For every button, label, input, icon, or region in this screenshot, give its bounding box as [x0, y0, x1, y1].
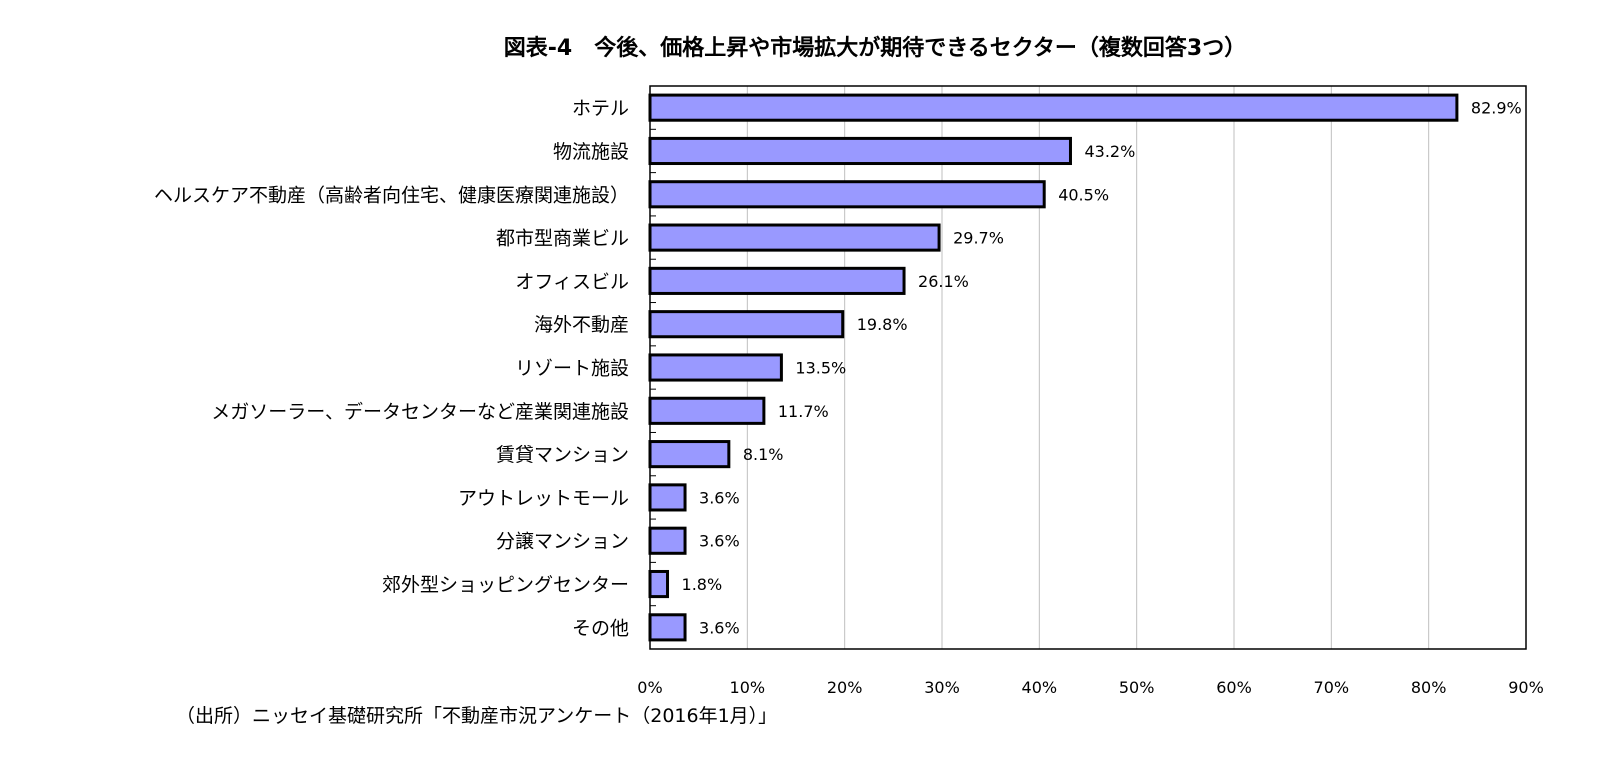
data-label: 1.8% [682, 575, 723, 594]
data-label: 26.1% [918, 272, 969, 291]
gridlines [650, 86, 1430, 649]
category-label: リゾート施設 [515, 358, 629, 380]
category-label: 物流施設 [553, 141, 629, 163]
bar [648, 569, 670, 599]
category-label: 都市型商業ビル [496, 228, 629, 250]
data-label: 11.7% [778, 402, 829, 421]
x-tick-label: 0% [637, 678, 662, 697]
data-label: 29.7% [953, 229, 1004, 248]
bar [648, 440, 731, 469]
data-label: 40.5% [1058, 185, 1109, 204]
data-label: 19.8% [857, 315, 908, 334]
x-tick-label: 40% [1022, 678, 1058, 697]
plot-area-border [649, 85, 1527, 650]
data-labels: 82.9% 43.2% 40.5% 29.7% 26.1% 19.8% 13.5% 11.7%… [682, 99, 1522, 638]
data-label: 3.6% [699, 488, 740, 507]
category-label: 分譲マンション [496, 531, 629, 553]
category-label: オフィスビル [515, 271, 629, 293]
bar [648, 136, 1072, 166]
x-tick-label: 90% [1508, 678, 1544, 697]
category-label: 賃貸マンション [496, 444, 629, 466]
bars [648, 93, 1459, 642]
x-tick-label: 30% [924, 678, 960, 697]
bar [648, 266, 906, 295]
category-label: アウトレットモール [458, 487, 629, 509]
category-label: 郊外型ショッピングセンター [382, 574, 629, 596]
bar [648, 396, 766, 425]
bar [648, 483, 687, 512]
category-label: 海外不動産 [534, 314, 629, 336]
x-tick-label: 60% [1216, 678, 1252, 697]
category-label: その他 [572, 617, 629, 639]
bar [648, 613, 687, 642]
x-tick-label: 50% [1119, 678, 1155, 697]
bar [648, 93, 1459, 122]
bar [648, 310, 845, 339]
category-label: メガソーラー、データセンターなど産業関連施設 [211, 401, 629, 423]
category-label: ホテル [572, 98, 629, 120]
x-tick-label: 80% [1411, 678, 1447, 697]
bar [648, 180, 1046, 209]
chart-title: 図表-4 今後、価格上昇や市場拡大が期待できるセクター（複数回答3つ） [504, 35, 1246, 61]
bar [648, 223, 941, 252]
data-label: 3.6% [699, 618, 740, 637]
category-label: ヘルスケア不動産（高齢者向住宅、健康医療関連施設） [154, 184, 629, 206]
data-label: 8.1% [743, 445, 784, 464]
x-tick-label: 20% [827, 678, 863, 697]
x-tick-labels: 0% 10% 20% 30% 40% 50% 60% 70% 80% 90% [637, 678, 1543, 697]
x-tick-label: 70% [1314, 678, 1350, 697]
data-label: 82.9% [1471, 99, 1522, 118]
bar [648, 353, 783, 382]
data-label: 3.6% [699, 532, 740, 551]
source-note: （出所）ニッセイ基礎研究所「不動産市況アンケート（2016年1月）」 [176, 705, 777, 727]
bar [648, 526, 687, 555]
x-tick-label: 10% [730, 678, 766, 697]
data-label: 43.2% [1084, 142, 1135, 161]
data-label: 13.5% [795, 359, 846, 378]
